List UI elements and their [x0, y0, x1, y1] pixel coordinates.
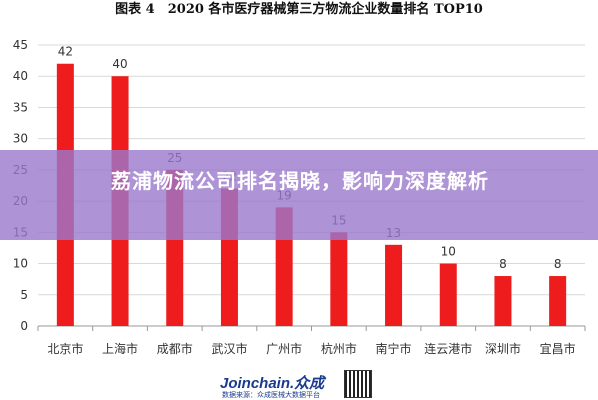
x-tick-label: 成都市 [157, 341, 193, 356]
y-tick-label: 10 [13, 257, 28, 271]
x-tick-label: 深圳市 [485, 341, 521, 356]
figure-title: 图表 4 2020 各市医疗器械第三方物流企业数量排名 TOP10 [115, 2, 483, 17]
x-tick-label: 上海市 [102, 341, 138, 356]
brand-subtitle: 数据来源：众成医械大数据平台 [222, 391, 320, 399]
data-label: 10 [441, 245, 456, 259]
bar [439, 263, 457, 326]
x-tick-label: 广州市 [266, 341, 302, 356]
x-tick-label: 武汉市 [211, 341, 247, 356]
y-tick-label: 45 [13, 38, 28, 52]
brand-logo: Joinchain.众成 [220, 375, 325, 392]
y-tick-label: 40 [13, 69, 28, 83]
x-tick-label: 北京市 [47, 341, 83, 356]
y-tick-label: 35 [13, 100, 28, 114]
data-label: 8 [554, 257, 562, 271]
y-tick-label: 30 [13, 132, 28, 146]
x-tick-label: 杭州市 [321, 341, 357, 356]
headline-banner: 荔浦物流公司排名揭晓，影响力深度解析 [0, 150, 598, 240]
bar [385, 244, 403, 326]
bar [330, 232, 348, 326]
y-tick-label: 5 [20, 288, 28, 302]
bar [494, 276, 512, 326]
headline-text: 荔浦物流公司排名揭晓，影响力深度解析 [111, 169, 489, 193]
y-tick-label: 0 [20, 319, 28, 333]
data-label: 40 [112, 57, 127, 71]
bar [549, 276, 567, 326]
qr-code-icon [344, 370, 372, 398]
x-tick-label: 南宁市 [376, 341, 412, 356]
x-tick-label: 连云港市 [424, 341, 472, 356]
data-label: 8 [499, 257, 507, 271]
data-label: 42 [58, 45, 73, 59]
x-tick-label: 宜昌市 [540, 341, 576, 356]
